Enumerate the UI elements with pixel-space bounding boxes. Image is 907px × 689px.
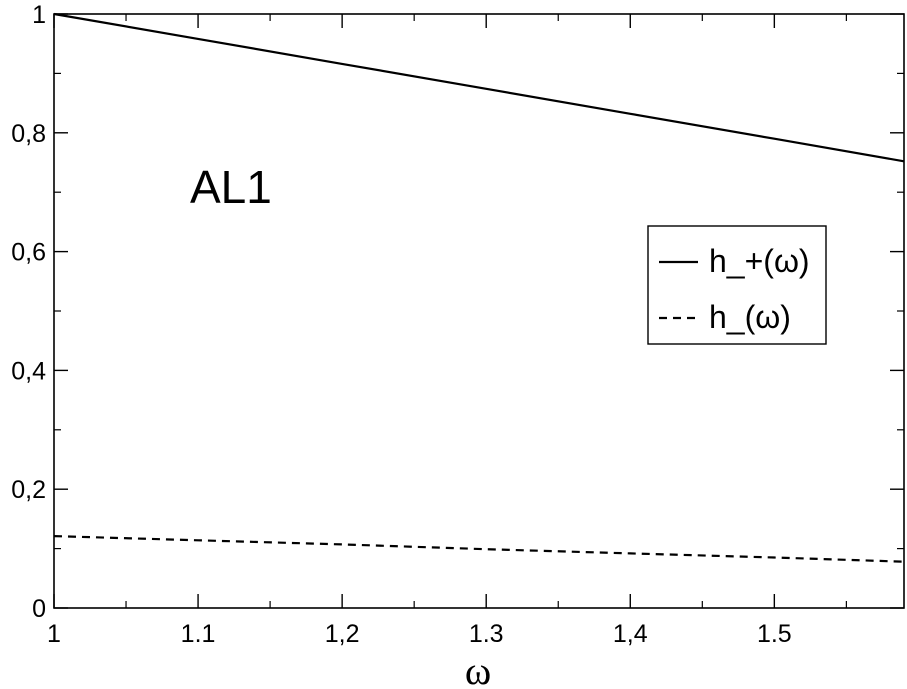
tick-labels: 1 1.1 1,2 1.3 1,4 1.5 0 0,2 0,4 0,6 0,8 1 — [11, 1, 791, 648]
x-tick-label: 1,4 — [613, 620, 648, 648]
x-tick-label: 1.1 — [181, 620, 216, 648]
x-tick-label: 1.5 — [757, 620, 792, 648]
axis-ticks — [53, 13, 904, 609]
y-tick-label: 0,6 — [11, 239, 46, 267]
legend-box — [647, 225, 827, 345]
y-tick-label: 1 — [32, 1, 46, 29]
series-line-h-minus — [53, 535, 905, 563]
series-lines — [53, 12, 905, 563]
x-tick-label: 1.3 — [469, 620, 504, 648]
legend-label-h-minus: h_(ω) — [709, 299, 791, 335]
x-tick-label: 1 — [47, 620, 61, 648]
y-tick-label: 0,2 — [11, 476, 46, 504]
y-tick-label: 0 — [32, 595, 46, 623]
annotation-label: AL1 — [190, 161, 272, 213]
y-tick-label: 0,8 — [11, 120, 46, 148]
series-line-h-plus — [53, 12, 905, 163]
legend: h_+(ω) h_(ω) — [647, 225, 827, 345]
x-tick-label: 1,2 — [325, 620, 360, 648]
x-axis-title: ω — [465, 648, 491, 689]
legend-label-h-plus: h_+(ω) — [709, 243, 810, 279]
y-tick-label: 0,4 — [11, 357, 46, 385]
